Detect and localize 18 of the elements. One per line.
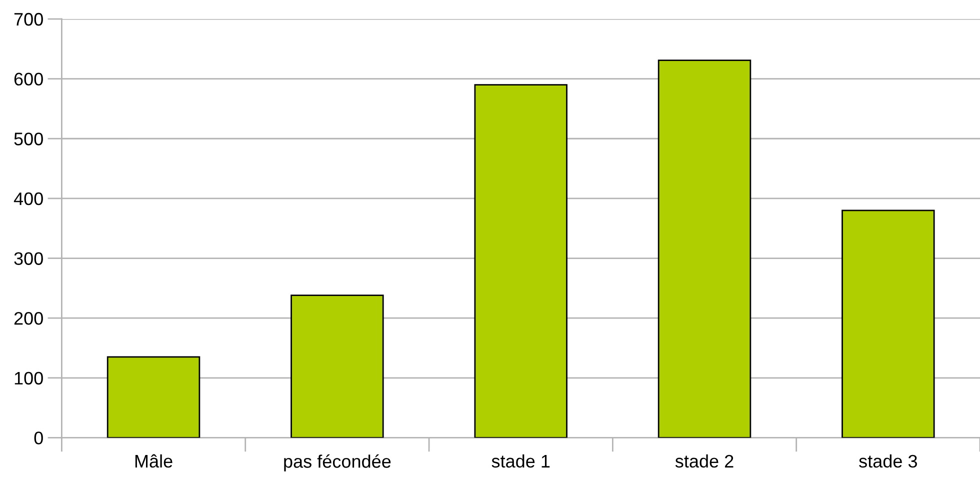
x-tick-label: stade 3 bbox=[859, 454, 917, 468]
y-tick-label: 200 bbox=[14, 312, 43, 325]
bar bbox=[106, 356, 200, 438]
y-tick-label: 500 bbox=[14, 132, 43, 146]
bar bbox=[658, 60, 752, 438]
y-tick-label: 0 bbox=[34, 432, 43, 444]
bar bbox=[290, 294, 384, 438]
x-tick-label: stade 2 bbox=[675, 454, 734, 468]
bar bbox=[474, 84, 568, 438]
y-tick-label: 400 bbox=[14, 192, 43, 206]
x-tick-label: pas fécondée bbox=[284, 454, 391, 472]
y-tick-label: 600 bbox=[14, 72, 43, 86]
bar bbox=[842, 210, 935, 438]
y-tick-label: 300 bbox=[14, 252, 43, 265]
x-tick-label: Mâle bbox=[135, 454, 172, 468]
y-tick-label: 100 bbox=[14, 372, 43, 385]
x-tick-label: stade 1 bbox=[492, 454, 550, 468]
y-tick-label: 700 bbox=[14, 12, 43, 26]
